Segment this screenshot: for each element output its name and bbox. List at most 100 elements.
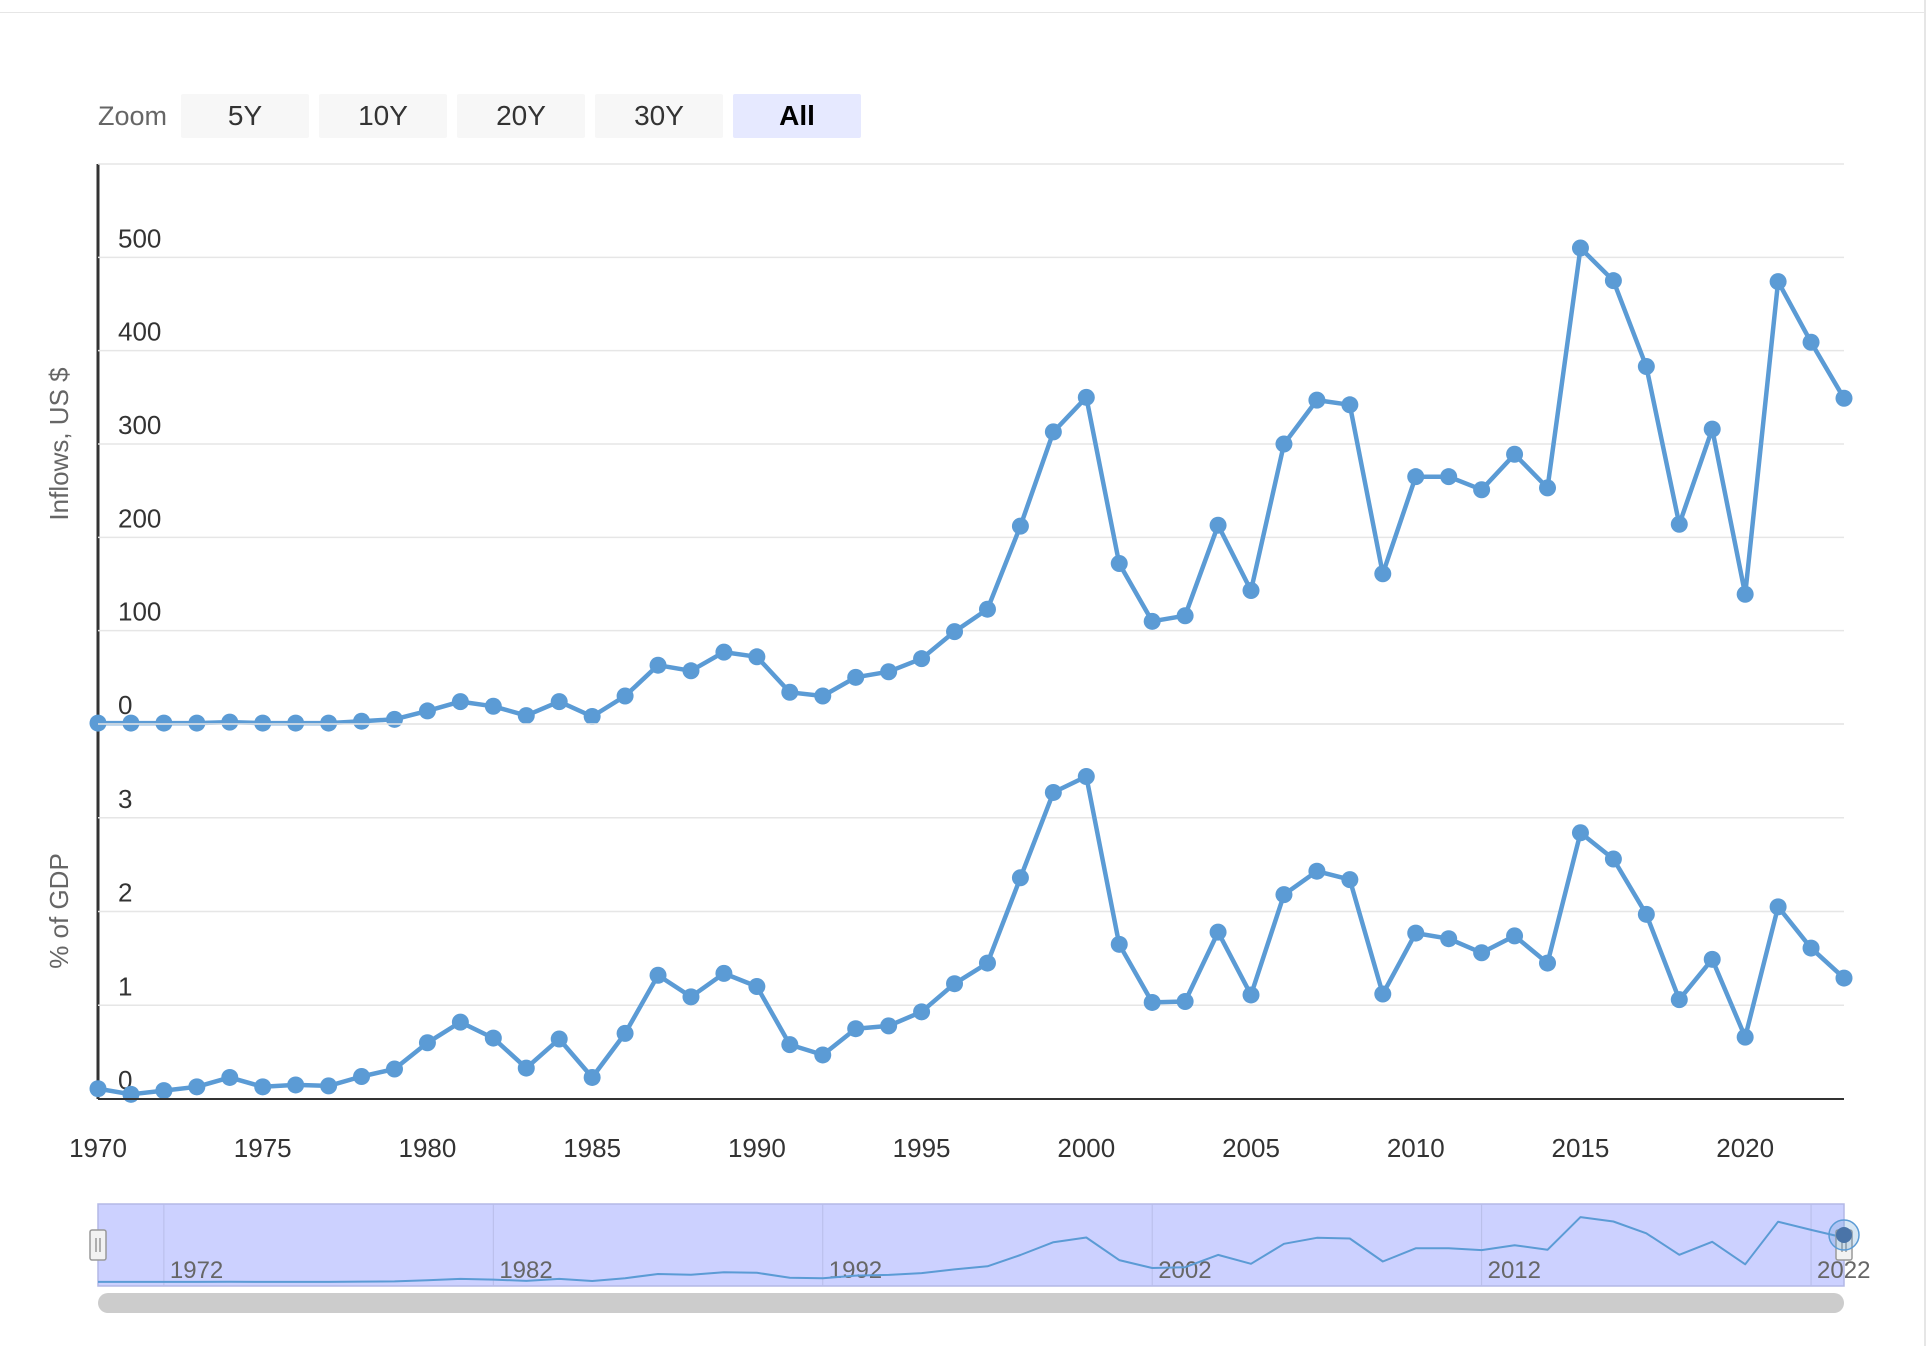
data-point (1242, 986, 1260, 1004)
data-point (353, 712, 371, 730)
data-point (484, 697, 502, 715)
data-point (1011, 869, 1029, 887)
data-point (1637, 905, 1655, 923)
x-tick-label: 2015 (1552, 1133, 1610, 1163)
navigator-left-handle[interactable] (89, 1229, 107, 1261)
y-tick-label: 2 (118, 878, 132, 908)
data-point (254, 1078, 272, 1096)
y-axis-title: % of GDP (44, 853, 74, 969)
data-point (1670, 515, 1688, 533)
data-point (715, 964, 733, 982)
data-point (880, 663, 898, 681)
data-point (1407, 924, 1425, 942)
data-point (1539, 479, 1557, 497)
x-tick-label: 2000 (1057, 1133, 1115, 1163)
data-point (814, 1046, 832, 1064)
data-point (155, 714, 173, 732)
data-point (1044, 783, 1062, 801)
data-point (1473, 481, 1491, 499)
data-point (89, 714, 107, 732)
zoom-all-button[interactable]: All (733, 94, 862, 138)
data-point (946, 975, 964, 993)
data-point (1407, 468, 1425, 486)
data-point (781, 683, 799, 701)
data-point (583, 708, 601, 726)
data-point (1077, 388, 1095, 406)
zoom-5y-button[interactable]: 5Y (181, 94, 310, 138)
data-point (517, 1059, 535, 1077)
data-point (649, 656, 667, 674)
data-point (385, 710, 403, 728)
data-point (122, 714, 140, 732)
zoom-label: Zoom (98, 100, 168, 131)
data-point (484, 1029, 502, 1047)
zoom-10y-button[interactable]: 10Y (319, 94, 448, 138)
data-point (188, 714, 206, 732)
data-point (781, 1036, 799, 1054)
data-point (715, 643, 733, 661)
data-point (1077, 768, 1095, 785)
data-point (1571, 824, 1589, 842)
navigator-series (98, 1216, 1845, 1283)
navigator-label: 2022 (1817, 1257, 1870, 1284)
data-point (1506, 445, 1524, 463)
data-point (1835, 969, 1853, 987)
data-point (320, 714, 338, 732)
data-point (254, 714, 272, 732)
data-point (287, 1076, 305, 1094)
series-line (97, 774, 1846, 1097)
data-point (1736, 1028, 1754, 1046)
x-tick-label: 1995 (893, 1133, 951, 1163)
x-tick-label: 1985 (563, 1133, 621, 1163)
navigator-end-point (1836, 1227, 1852, 1243)
navigator-label: 1992 (829, 1257, 882, 1284)
data-point (1143, 612, 1161, 630)
zoom-20y-button[interactable]: 20Y (457, 94, 586, 138)
data-point (89, 1080, 107, 1098)
data-point (418, 702, 436, 720)
data-point (122, 1085, 140, 1103)
data-point (287, 714, 305, 732)
x-tick-label: 2020 (1716, 1133, 1774, 1163)
data-point (1275, 435, 1293, 453)
zoom-30y-button[interactable]: 30Y (595, 94, 724, 138)
data-point (1209, 516, 1227, 534)
data-point (320, 1077, 338, 1095)
data-point (1176, 993, 1194, 1010)
data-point (1506, 927, 1524, 945)
data-point (1637, 358, 1655, 376)
data-point (451, 693, 469, 711)
data-point (748, 648, 766, 666)
data-point (616, 687, 634, 705)
data-point (1604, 272, 1622, 290)
y-tick-label: 200 (118, 503, 161, 533)
data-point (517, 707, 535, 725)
data-point (583, 1068, 601, 1086)
data-point (1473, 944, 1491, 962)
data-point (1670, 991, 1688, 1009)
data-point (1835, 389, 1853, 407)
data-point (682, 988, 700, 1006)
x-tick-label: 2010 (1387, 1133, 1445, 1163)
data-point (748, 978, 766, 995)
data-point (1802, 333, 1820, 351)
data-point (1209, 923, 1227, 941)
data-point (847, 668, 865, 686)
data-point (978, 954, 996, 972)
data-point (1308, 862, 1326, 880)
data-point (550, 1030, 568, 1048)
data-point (1802, 939, 1820, 957)
data-point (1769, 273, 1787, 291)
y-tick-label: 400 (118, 317, 161, 347)
scrollbar-thumb[interactable] (98, 1293, 1844, 1313)
zoom-bar: Zoom 5Y 10Y 20Y 30Y All (98, 94, 862, 138)
data-point (880, 1017, 898, 1035)
y-tick-label: 500 (118, 223, 161, 253)
data-point (1275, 886, 1293, 904)
data-point (1308, 391, 1326, 409)
data-point (1769, 898, 1787, 916)
x-tick-label: 2005 (1222, 1133, 1280, 1163)
series-line (98, 245, 1846, 726)
data-point (1571, 239, 1589, 257)
